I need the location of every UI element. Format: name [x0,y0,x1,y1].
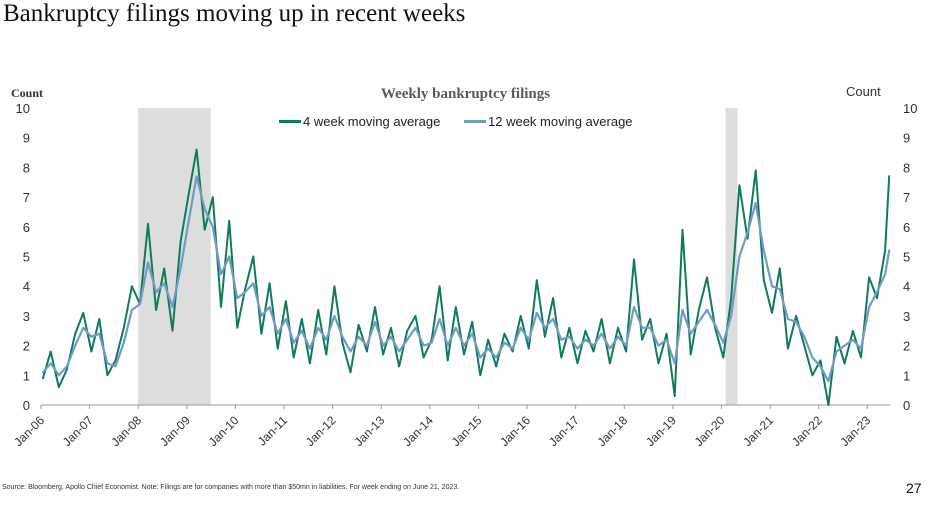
x-tick-label-Jan-06: Jan-06 [11,413,47,449]
x-tick-label-Jan-15: Jan-15 [449,413,485,449]
x-tick-label-Jan-10: Jan-10 [206,413,242,449]
legend-swatch-4-week [279,120,301,123]
x-tick-label-Jan-18: Jan-18 [595,413,631,449]
y-tick-right-9: 9 [903,131,910,146]
series-line-12-week-moving-average [41,175,891,383]
x-tick-label-Jan-07: Jan-07 [60,413,96,449]
y-tick-right-5: 5 [903,250,910,265]
y-tick-left-0: 0 [23,398,30,413]
x-tick-label-Jan-12: Jan-12 [303,413,339,449]
y-tick-left-8: 8 [23,160,30,175]
y-tick-right-2: 2 [903,339,910,354]
y-tick-right-4: 4 [903,279,910,294]
chart-title: Weekly bankruptcy filings [380,86,551,102]
y-tick-right-8: 8 [903,160,910,175]
x-tick-label-Jan-17: Jan-17 [546,413,582,449]
y-tick-left-4: 4 [23,279,30,294]
x-tick-label-Jan-20: Jan-20 [692,413,728,449]
y-tick-right-1: 1 [903,368,910,383]
y-tick-right-10: 10 [903,101,917,116]
y-tick-left-3: 3 [23,309,30,324]
recession-band-2 [725,108,738,405]
legend-label-12-week: 12 week moving average [488,114,633,129]
legend-swatch-12-week [464,120,486,123]
y-tick-left-6: 6 [23,220,30,235]
y-tick-left-5: 5 [23,250,30,265]
x-tick-label-Jan-23: Jan-23 [838,413,874,449]
x-tick-label-Jan-14: Jan-14 [400,413,436,449]
y-tick-right-7: 7 [903,190,910,205]
y-tick-right-0: 0 [903,398,910,413]
y-tick-right-6: 6 [903,220,910,235]
recession-band-1 [138,108,211,405]
x-tick-label-Jan-21: Jan-21 [740,413,776,449]
x-tick-label-Jan-08: Jan-08 [108,413,144,449]
y-tick-left-1: 1 [23,368,30,383]
legend-label-4-week: 4 week moving average [303,114,441,129]
y-tick-left-10: 10 [16,101,30,116]
left-axis-unit-label: Count [11,86,44,100]
page-number: 27 [906,480,922,496]
y-tick-right-3: 3 [903,309,910,324]
x-tick-label-Jan-19: Jan-19 [643,413,679,449]
x-tick-label-Jan-22: Jan-22 [789,413,825,449]
legend-entry-4-week: 4 week moving average [279,114,440,129]
legend-entry-12-week: 12 week moving average [464,114,633,129]
right-axis-unit-label: Count [846,84,881,99]
x-tick-label-Jan-13: Jan-13 [352,413,388,449]
slide-title: Bankruptcy filings moving up in recent w… [3,0,466,27]
x-tick-label-Jan-09: Jan-09 [157,413,193,449]
y-tick-left-2: 2 [23,339,30,354]
x-tick-label-Jan-16: Jan-16 [497,413,533,449]
y-tick-left-9: 9 [23,131,30,146]
series-lines [41,148,891,406]
x-tick-label-Jan-11: Jan-11 [255,413,290,448]
y-tick-left-7: 7 [23,190,30,205]
source-note: Source: Bloomberg, Apollo Chief Economis… [2,484,460,491]
